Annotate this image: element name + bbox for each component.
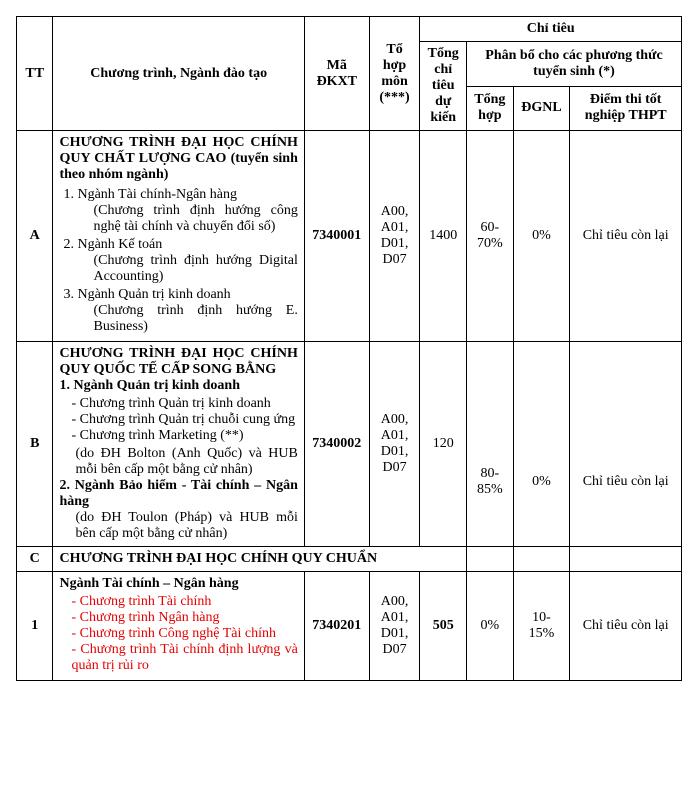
cell-ma: 7340201: [304, 572, 369, 681]
cell-diemthi: Chỉ tiêu còn lại: [570, 131, 682, 342]
header-row-1: TT Chương trình, Ngành đào tạo Mã ĐKXT T…: [17, 17, 682, 42]
cell-empty: [467, 547, 514, 572]
cell-tt: C: [17, 547, 53, 572]
row-title: Ngành Tài chính – Ngân hàng: [59, 576, 238, 591]
list-item: Ngành Quản trị kinh doanh (Chương trình …: [77, 287, 297, 335]
list-item: Ngành Tài chính-Ngân hàng (Chương trình …: [77, 187, 297, 235]
col-ma: Mã ĐKXT: [304, 17, 369, 131]
group-note: (do ĐH Bolton (Anh Quốc) và HUB mỗi bên …: [59, 446, 297, 478]
cell-tt: 1: [17, 572, 53, 681]
cell-program: Ngành Tài chính – Ngân hàng Chương trình…: [53, 572, 304, 681]
cell-tonghop: 60-70%: [467, 131, 514, 342]
cell-dgnl-empty: [513, 342, 570, 419]
cell-tt: A: [17, 131, 53, 342]
cell-tt: B: [17, 342, 53, 547]
list-item: Chương trình Quản trị kinh doanh: [71, 396, 297, 412]
cell-ma: 7340002: [304, 342, 369, 547]
table-row: C CHƯƠNG TRÌNH ĐẠI HỌC CHÍNH QUY CHUẨN: [17, 547, 682, 572]
program-list: Ngành Tài chính-Ngân hàng (Chương trình …: [59, 187, 297, 335]
col-tohop: Tổ hợp môn (***): [369, 17, 420, 131]
cell-tonghop: 80-85%: [467, 419, 514, 547]
cell-tonghop-empty: [467, 342, 514, 419]
cell-empty: [570, 547, 682, 572]
row-title: CHƯƠNG TRÌNH ĐẠI HỌC CHÍNH QUY QUỐC TẾ C…: [59, 346, 297, 377]
list-item: Chương trình Ngân hàng: [71, 610, 297, 626]
row-title: CHƯƠNG TRÌNH ĐẠI HỌC CHÍNH QUY CHẤT LƯỢN…: [59, 135, 297, 182]
section-title: CHƯƠNG TRÌNH ĐẠI HỌC CHÍNH QUY CHUẨN: [53, 547, 467, 572]
cell-tohop: A00, A01, D01, D07: [369, 131, 420, 342]
table-row: 1 Ngành Tài chính – Ngân hàng Chương trì…: [17, 572, 682, 681]
col-dgnl: ĐGNL: [513, 86, 570, 131]
cell-tongct: 1400: [420, 131, 467, 342]
cell-program: CHƯƠNG TRÌNH ĐẠI HỌC CHÍNH QUY QUỐC TẾ C…: [53, 342, 304, 547]
group-note: (do ĐH Toulon (Pháp) và HUB mỗi bên cấp …: [59, 510, 297, 542]
program-list: Chương trình Quản trị kinh doanh Chương …: [59, 396, 297, 444]
list-item: Chương trình Công nghệ Tài chính: [71, 626, 297, 642]
table-row: B CHƯƠNG TRÌNH ĐẠI HỌC CHÍNH QUY QUỐC TẾ…: [17, 342, 682, 419]
cell-empty: [513, 547, 570, 572]
item-sub: (Chương trình định hướng công nghệ tài c…: [77, 203, 297, 235]
program-list: Chương trình Tài chính Chương trình Ngân…: [59, 594, 297, 674]
col-chitieu: Chỉ tiêu: [420, 17, 682, 42]
cell-dgnl: 0%: [513, 131, 570, 342]
cell-tongct: 120: [420, 342, 467, 547]
col-tongct: Tổng chỉ tiêu dự kiến: [420, 42, 467, 131]
admissions-table: TT Chương trình, Ngành đào tạo Mã ĐKXT T…: [16, 16, 682, 681]
cell-ma: 7340001: [304, 131, 369, 342]
item-name: Ngành Kế toán: [77, 237, 162, 252]
col-diemthi: Điểm thi tốt nghiệp THPT: [570, 86, 682, 131]
item-sub: (Chương trình định hướng E. Business): [77, 303, 297, 335]
item-sub: (Chương trình định hướng Digital Account…: [77, 253, 297, 285]
cell-dgnl: 0%: [513, 419, 570, 547]
list-item: Chương trình Tài chính: [71, 594, 297, 610]
item-name: Ngành Tài chính-Ngân hàng: [77, 187, 237, 202]
cell-diemthi-empty: [570, 342, 682, 419]
cell-diemthi: Chỉ tiêu còn lại: [570, 419, 682, 547]
list-item: Chương trình Tài chính định lượng và quả…: [71, 642, 297, 674]
list-item: Chương trình Quản trị chuỗi cung ứng: [71, 412, 297, 428]
group-title: 1. Ngành Quản trị kinh doanh: [59, 378, 240, 393]
col-tonghop: Tổng hợp: [467, 86, 514, 131]
list-item: Chương trình Marketing (**): [71, 428, 297, 444]
list-item: Ngành Kế toán (Chương trình định hướng D…: [77, 237, 297, 285]
col-tt: TT: [17, 17, 53, 131]
col-phanbo: Phân bổ cho các phương thức tuyển sinh (…: [467, 42, 682, 87]
table-row: A CHƯƠNG TRÌNH ĐẠI HỌC CHÍNH QUY CHẤT LƯ…: [17, 131, 682, 342]
col-program: Chương trình, Ngành đào tạo: [53, 17, 304, 131]
cell-tonghop: 0%: [467, 572, 514, 681]
cell-tongct: 505: [420, 572, 467, 681]
cell-program: CHƯƠNG TRÌNH ĐẠI HỌC CHÍNH QUY CHẤT LƯỢN…: [53, 131, 304, 342]
cell-diemthi: Chỉ tiêu còn lại: [570, 572, 682, 681]
cell-tohop: A00, A01, D01, D07: [369, 342, 420, 547]
cell-dgnl: 10-15%: [513, 572, 570, 681]
cell-tohop: A00, A01, D01, D07: [369, 572, 420, 681]
group-title: 2. Ngành Bảo hiểm - Tài chính – Ngân hàn…: [59, 478, 297, 509]
item-name: Ngành Quản trị kinh doanh: [77, 287, 230, 302]
